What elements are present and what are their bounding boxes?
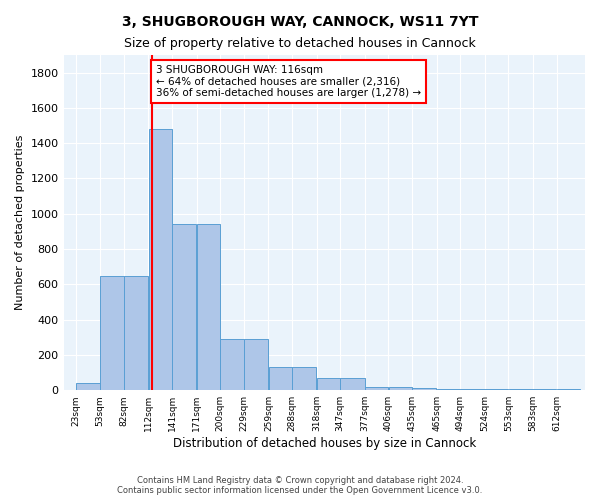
Bar xyxy=(197,224,220,390)
Bar xyxy=(220,339,244,390)
Bar xyxy=(100,276,124,390)
Y-axis label: Number of detached properties: Number of detached properties xyxy=(15,135,25,310)
Text: Contains HM Land Registry data © Crown copyright and database right 2024.
Contai: Contains HM Land Registry data © Crown c… xyxy=(118,476,482,495)
Bar xyxy=(292,368,316,390)
Bar xyxy=(124,276,148,390)
Bar xyxy=(317,378,340,390)
Text: Size of property relative to detached houses in Cannock: Size of property relative to detached ho… xyxy=(124,38,476,51)
Bar xyxy=(412,388,436,390)
Bar xyxy=(365,386,388,390)
Bar xyxy=(76,383,100,390)
Bar xyxy=(389,386,412,390)
Text: 3, SHUGBOROUGH WAY, CANNOCK, WS11 7YT: 3, SHUGBOROUGH WAY, CANNOCK, WS11 7YT xyxy=(122,15,478,29)
Bar xyxy=(269,368,292,390)
Bar xyxy=(244,339,268,390)
Bar xyxy=(340,378,365,390)
Bar xyxy=(172,224,196,390)
X-axis label: Distribution of detached houses by size in Cannock: Distribution of detached houses by size … xyxy=(173,437,476,450)
Text: 3 SHUGBOROUGH WAY: 116sqm
← 64% of detached houses are smaller (2,316)
36% of se: 3 SHUGBOROUGH WAY: 116sqm ← 64% of detac… xyxy=(156,65,421,98)
Bar xyxy=(149,129,172,390)
